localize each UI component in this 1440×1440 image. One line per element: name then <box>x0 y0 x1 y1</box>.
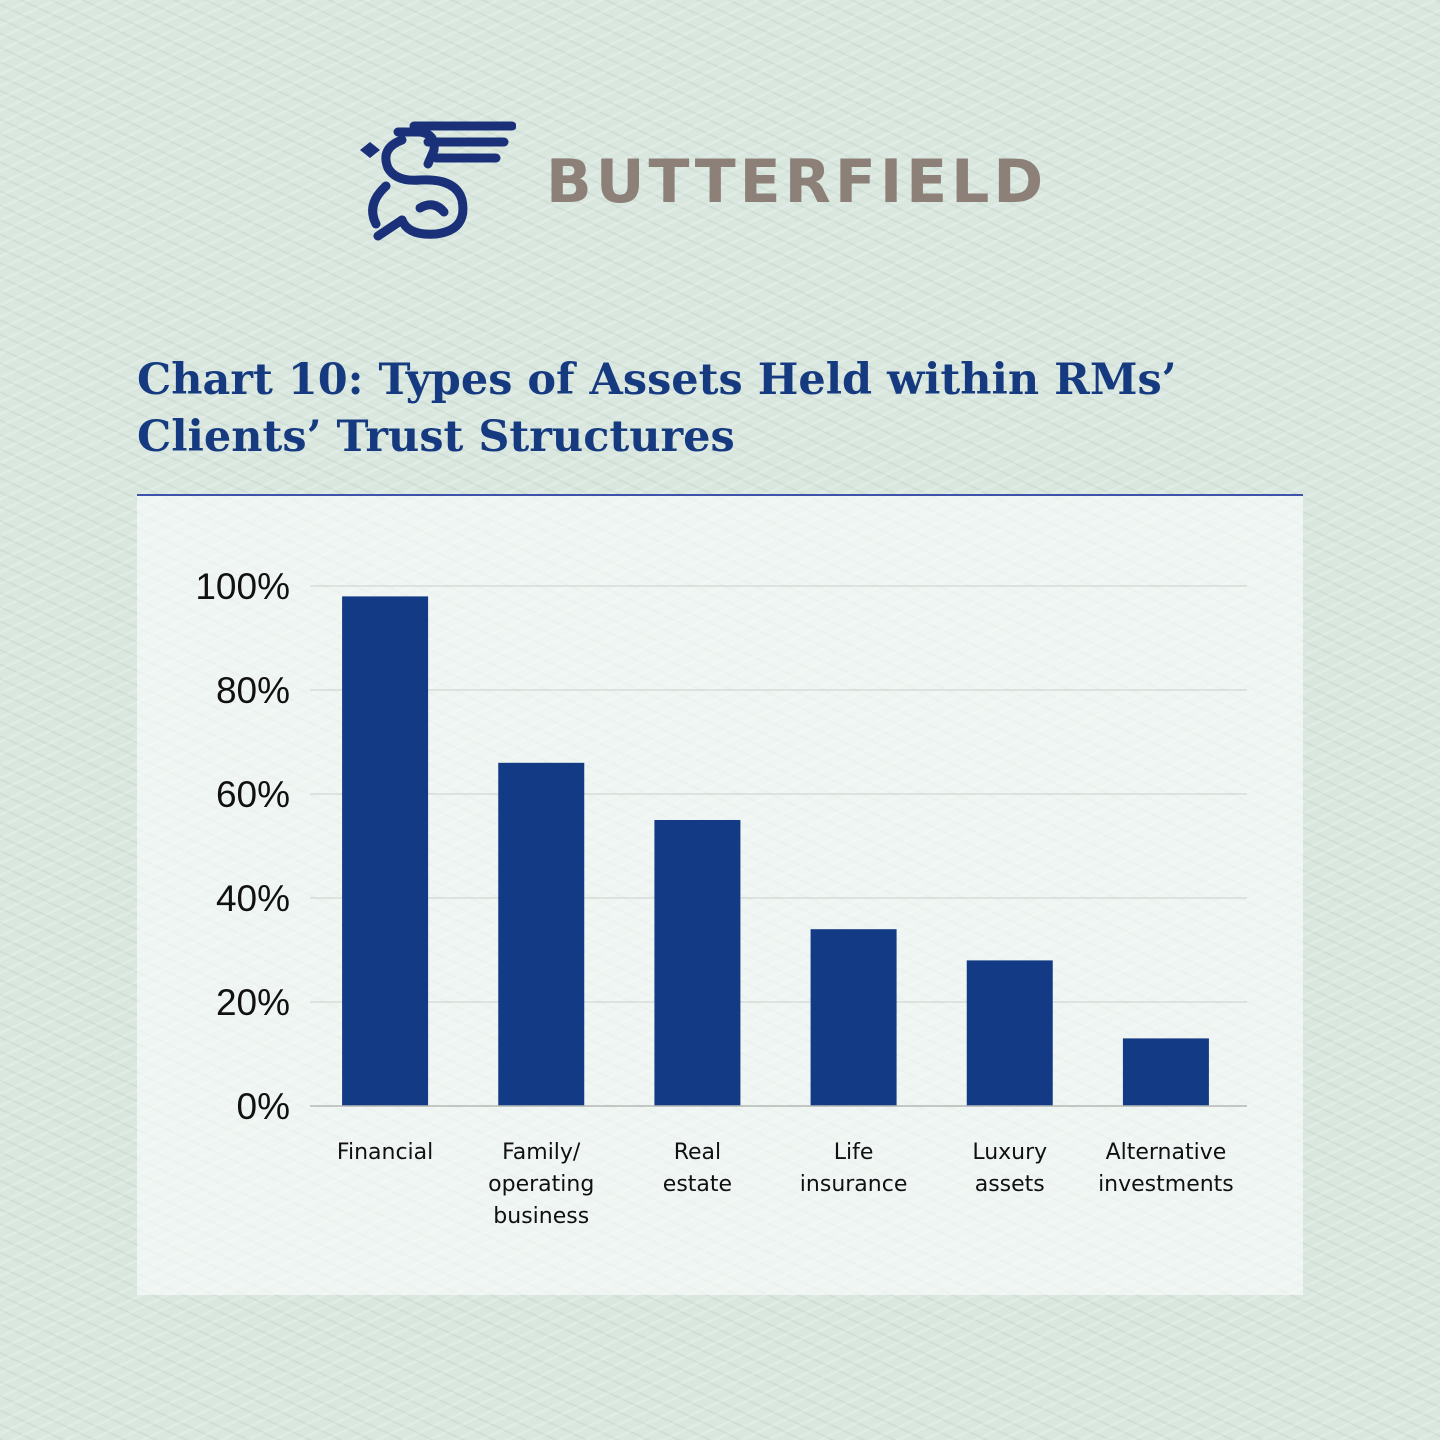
x-tick-label-line: insurance <box>800 1172 908 1197</box>
y-tick-label: 100% <box>195 566 290 607</box>
x-tick-label: Family/operating business <box>488 1140 594 1229</box>
y-tick-label: 0% <box>237 1086 290 1127</box>
title-divider <box>137 494 1303 496</box>
x-tick-label-line: investments <box>1098 1172 1234 1197</box>
y-tick-label: 60% <box>216 774 290 815</box>
x-tick-label-line: assets <box>975 1172 1045 1197</box>
x-tick-label-line: Real <box>674 1140 721 1165</box>
y-tick-label: 40% <box>216 878 290 919</box>
x-tick-label-line: Alternative <box>1106 1140 1227 1165</box>
brand-wordmark: BUTTERFIELD <box>546 147 1048 217</box>
x-tick-label-line: Financial <box>337 1140 433 1165</box>
x-tick-label-line: operating <box>488 1172 594 1197</box>
bar <box>342 596 429 1106</box>
x-tick-label-line: Luxury <box>972 1140 1047 1165</box>
x-tick-label: Luxury assets <box>972 1140 1047 1197</box>
chart-title-line-1: Chart 10: Types of Assets Held within RM… <box>137 355 1177 405</box>
bar <box>1122 1038 1209 1106</box>
chart-title-line-2: Clients’ Trust Structures <box>137 412 735 462</box>
bar <box>654 820 741 1106</box>
bar <box>498 762 585 1106</box>
x-tick-label: Life insurance <box>800 1140 908 1197</box>
bar <box>966 960 1053 1106</box>
griffin-icon <box>360 121 516 241</box>
x-tick-label-line: estate <box>663 1172 732 1197</box>
bar <box>810 929 897 1106</box>
x-tick-label: Real estate <box>663 1140 732 1197</box>
x-tick-label: Financial <box>337 1140 433 1165</box>
butterfield-logo: BUTTERFIELD <box>358 120 1098 245</box>
x-tick-label-line: business <box>493 1204 589 1229</box>
x-tick-label: Alternative investments <box>1098 1140 1234 1197</box>
y-tick-label: 80% <box>216 670 290 711</box>
chart-title: Chart 10: Types of Assets Held within RM… <box>137 352 1277 466</box>
x-tick-label-line: Life <box>834 1140 874 1165</box>
y-tick-label: 20% <box>216 982 290 1023</box>
x-tick-label-line: Family/ <box>502 1140 581 1165</box>
